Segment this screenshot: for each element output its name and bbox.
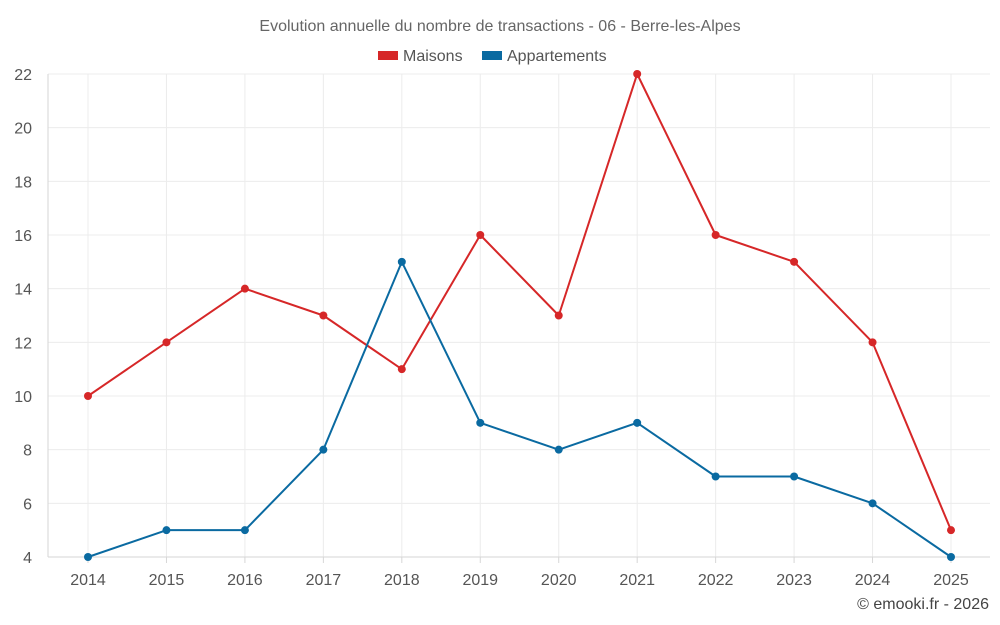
x-tick-label: 2014 — [70, 572, 106, 589]
data-point-maisons[interactable] — [554, 311, 563, 320]
legend-swatch — [482, 51, 502, 60]
x-tick-label: 2022 — [698, 572, 734, 589]
y-tick-label: 6 — [23, 496, 32, 513]
x-tick-label: 2015 — [149, 572, 185, 589]
data-point-appartements[interactable] — [711, 472, 720, 481]
credit-text: © emooki.fr - 2026 — [857, 596, 989, 613]
y-tick-label: 20 — [14, 121, 32, 138]
grid-layer — [48, 73, 990, 558]
x-tick-label: 2018 — [384, 572, 420, 589]
x-tick-label: 2025 — [933, 572, 969, 589]
series-layer — [84, 70, 955, 561]
y-tick-label: 12 — [14, 335, 32, 352]
data-point-appartements[interactable] — [162, 526, 171, 535]
x-tick-label: 2024 — [855, 572, 891, 589]
y-tick-label: 16 — [14, 228, 32, 245]
data-point-appartements[interactable] — [633, 418, 642, 427]
legend: Maisons Appartements — [378, 48, 607, 65]
data-point-maisons[interactable] — [711, 231, 720, 239]
x-tick-label: 2020 — [541, 572, 577, 589]
y-tick-label: 4 — [23, 550, 32, 567]
x-tick-label: 2019 — [462, 572, 498, 589]
legend-item-maisons[interactable]: Maisons — [378, 48, 463, 65]
y-tick-label: 22 — [14, 67, 32, 84]
data-point-appartements[interactable] — [476, 418, 485, 427]
data-point-appartements[interactable] — [868, 499, 877, 508]
data-point-maisons[interactable] — [633, 70, 642, 78]
data-point-appartements[interactable] — [397, 257, 406, 266]
data-point-maisons[interactable] — [947, 526, 955, 535]
data-point-maisons[interactable] — [84, 392, 92, 400]
x-tick-label: 2021 — [619, 572, 655, 589]
x-tick-label: 2023 — [776, 572, 812, 589]
data-point-appartements[interactable] — [240, 526, 249, 535]
series-line-maisons — [87, 73, 952, 531]
data-point-maisons[interactable] — [397, 365, 406, 374]
data-point-maisons[interactable] — [868, 338, 877, 347]
legend-item-appartements[interactable]: Appartements — [482, 48, 607, 65]
y-tick-label: 18 — [14, 174, 32, 191]
data-point-maisons[interactable] — [240, 284, 249, 293]
data-point-maisons[interactable] — [319, 311, 328, 320]
x-tick-label: 2016 — [227, 572, 263, 589]
data-point-appartements[interactable] — [554, 445, 563, 454]
x-tick-label: 2017 — [306, 572, 342, 589]
data-point-appartements[interactable] — [84, 553, 92, 561]
y-tick-label: 14 — [14, 282, 32, 299]
data-point-maisons[interactable] — [790, 257, 799, 266]
chart-title: Evolution annuelle du nombre de transact… — [259, 18, 740, 35]
y-tick-label: 10 — [14, 389, 32, 406]
legend-label: Appartements — [507, 48, 607, 65]
data-point-appartements[interactable] — [790, 472, 799, 481]
legend-swatch — [378, 51, 398, 60]
series-maisons — [84, 70, 955, 535]
legend-label: Maisons — [403, 48, 463, 65]
data-point-maisons[interactable] — [162, 338, 171, 347]
data-point-maisons[interactable] — [476, 231, 485, 239]
data-point-appartements[interactable] — [947, 553, 955, 561]
y-tick-label: 8 — [23, 443, 32, 460]
series-appartements — [84, 257, 955, 561]
series-line-appartements — [87, 260, 952, 558]
data-point-appartements[interactable] — [319, 445, 328, 454]
